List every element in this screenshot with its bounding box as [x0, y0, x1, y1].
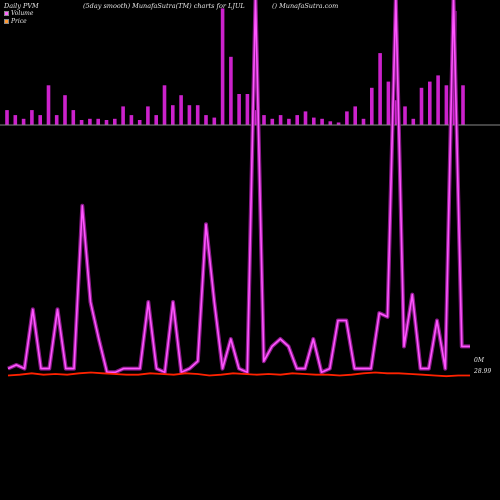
volume-bar: [419, 87, 424, 125]
volume-bar: [295, 115, 299, 125]
volume-bar: [220, 8, 225, 125]
volume-bar: [245, 94, 250, 125]
volume-bar: [287, 118, 291, 125]
volume-bar: [312, 117, 316, 125]
legend-price-swatch: [4, 19, 9, 24]
volume-bar: [30, 110, 34, 125]
price-axis-label: 28.99: [474, 368, 492, 375]
chart-title-left: Daily PVM: [4, 2, 39, 10]
volume-bar: [436, 75, 440, 125]
volume-bar: [320, 118, 324, 125]
volume-bar: [303, 111, 308, 125]
legend-volume-swatch: [4, 11, 9, 16]
volume-bar: [5, 110, 9, 125]
volume-bar: [229, 56, 233, 125]
volume-bar: [146, 106, 150, 125]
volume-bar: [237, 94, 241, 125]
volume-bar: [461, 85, 465, 125]
volume-bar: [171, 105, 175, 125]
legend-price-label: Price: [11, 18, 27, 25]
volume-bar: [38, 115, 42, 125]
price-line: [7, 371, 470, 378]
volume-bar: [46, 85, 51, 125]
volume-bar: [345, 111, 349, 125]
volume-bar: [113, 118, 117, 125]
volume-bar: [88, 118, 92, 125]
chart-lines: [7, 0, 470, 378]
volume-bar: [386, 81, 391, 125]
volume-bar: [195, 105, 200, 125]
volume-bar: [378, 53, 382, 125]
volume-bar: [187, 105, 192, 125]
legend-volume: Volume: [4, 10, 33, 17]
volume-bar: [278, 115, 283, 125]
volume-bar: [179, 95, 183, 125]
volume-bar: [353, 106, 357, 125]
volume-bar: [54, 115, 59, 125]
chart-title-main: (5day smooth) MunafaSutra(TM) charts for…: [83, 2, 245, 10]
legend-volume-label: Volume: [11, 10, 34, 17]
volume-bar: [370, 87, 374, 125]
volume-bar: [262, 115, 266, 125]
volume-bar: [154, 115, 158, 125]
volume-bar: [137, 120, 142, 125]
volume-bar: [21, 118, 26, 125]
volume-bar: [121, 106, 125, 125]
volume-bar: [328, 121, 333, 125]
volume-bar: [444, 85, 449, 125]
volume-bar: [270, 118, 275, 125]
volume-line: [7, 0, 470, 374]
volume-bar: [361, 118, 366, 125]
volume-bar: [63, 95, 67, 125]
volume-axis-label: 0M: [474, 357, 484, 364]
volume-bar: [411, 118, 416, 125]
volume-bar: [428, 81, 432, 125]
volume-bar: [71, 110, 76, 125]
volume-bar: [13, 115, 18, 125]
volume-bar: [253, 110, 258, 125]
chart-source: () MunafaSutra.com: [272, 2, 339, 10]
volume-bar: [96, 118, 100, 125]
volume-bar: [79, 120, 84, 125]
volume-bar: [129, 115, 134, 125]
volume-bar: [204, 115, 208, 125]
volume-bar: [162, 85, 167, 125]
volume-bar: [403, 106, 407, 125]
volume-bar: [104, 120, 109, 125]
legend-price: Price: [4, 18, 27, 25]
volume-bar: [212, 117, 217, 125]
volume-bar: [336, 122, 341, 125]
